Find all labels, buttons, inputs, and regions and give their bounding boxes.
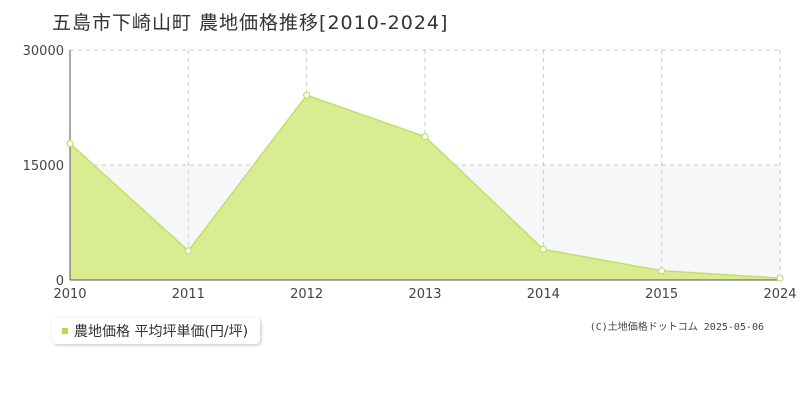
x-tick-label: 2014 xyxy=(527,287,560,302)
data-point xyxy=(66,139,74,148)
chart-title: 五島市下崎山町 農地価格推移[2010-2024] xyxy=(52,12,449,34)
legend: 農地価格 平均坪単価(円/坪) xyxy=(52,318,261,344)
x-tick-label: 2015 xyxy=(645,287,678,302)
legend-label: 農地価格 平均坪単価(円/坪) xyxy=(74,324,249,340)
data-point xyxy=(658,267,666,275)
y-tick-label: 30000 xyxy=(23,44,64,59)
x-tick-label: 2012 xyxy=(290,287,323,302)
data-point xyxy=(776,274,784,282)
copyright-text: (C)土地価格ドットコム 2025-05-06 xyxy=(589,322,764,333)
series-area xyxy=(70,95,780,280)
data-point xyxy=(539,245,547,253)
x-tick-label: 2024 xyxy=(763,287,796,302)
y-tick-label: 15000 xyxy=(23,159,64,174)
x-tick-label: 2010 xyxy=(53,287,86,302)
legend-swatch xyxy=(62,328,68,334)
y-tick-label: 0 xyxy=(56,274,64,289)
data-point xyxy=(303,91,311,99)
data-point xyxy=(184,247,192,255)
x-tick-label: 2011 xyxy=(172,287,205,302)
data-point xyxy=(421,133,429,141)
x-tick-label: 2013 xyxy=(408,287,441,302)
